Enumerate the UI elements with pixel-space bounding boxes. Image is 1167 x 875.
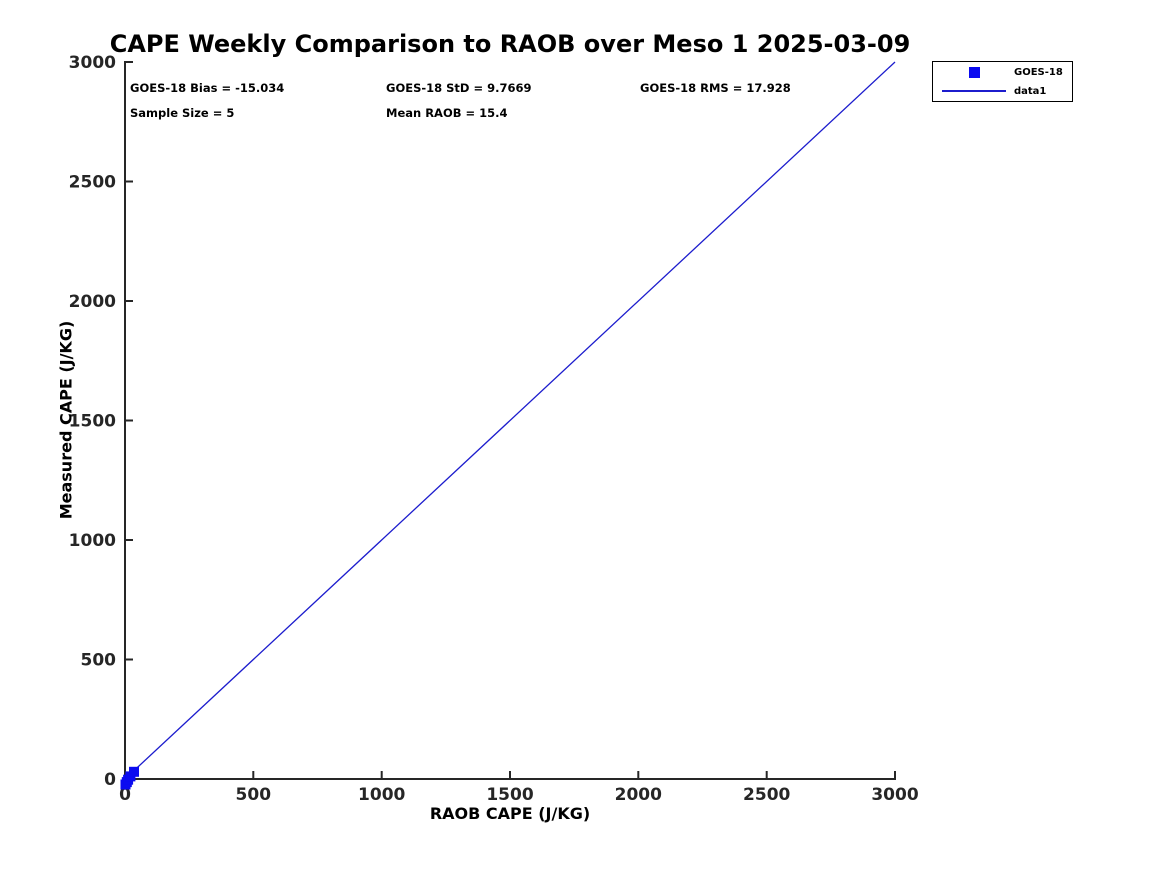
x-tick-label: 2000 — [615, 785, 662, 805]
legend-box: GOES-18 data1 — [932, 61, 1073, 102]
legend-label-goes18: GOES-18 — [1014, 66, 1063, 78]
y-axis: 0 500 1000 1500 2000 2500 3000 — [69, 53, 133, 790]
x-tick-label: 3000 — [871, 785, 918, 805]
y-tick-label: 3000 — [69, 53, 116, 73]
y-tick-label: 1000 — [69, 531, 116, 551]
y-tick-label: 500 — [81, 651, 117, 671]
stat-rms-text: GOES-18 RMS = 17.928 — [640, 81, 791, 95]
stat-sample-size-text: Sample Size = 5 — [130, 106, 235, 120]
y-axis-label: Measured CAPE (J/KG) — [56, 320, 76, 520]
stat-std-text: GOES-18 StD = 9.7669 — [386, 81, 532, 95]
x-tick-label: 500 — [236, 785, 272, 805]
stat-bias-text: GOES-18 Bias = -15.034 — [130, 81, 285, 95]
square-marker-icon — [968, 66, 980, 78]
x-tick-label: 0 — [119, 785, 131, 805]
y-tick-label: 1500 — [69, 412, 116, 432]
y-tick-label: 2500 — [69, 173, 116, 193]
legend-label-data1: data1 — [1014, 85, 1047, 97]
data-point-marker — [129, 766, 139, 777]
x-tick-label: 1500 — [486, 785, 533, 805]
x-axis: 0 500 1000 1500 2000 2500 3000 — [119, 771, 919, 805]
y-tick-label: 2000 — [69, 292, 116, 312]
scatter-points — [120, 766, 139, 790]
identity-line — [124, 61, 896, 780]
line-sample-icon — [942, 90, 1006, 92]
x-axis-label: RAOB CAPE (J/KG) — [429, 804, 591, 823]
y-tick-label: 0 — [104, 770, 116, 790]
x-tick-label: 1000 — [358, 785, 405, 805]
chart-title: CAPE Weekly Comparison to RAOB over Meso… — [109, 30, 911, 58]
x-tick-label: 2500 — [743, 785, 790, 805]
legend-entry-goes18: GOES-18 — [933, 63, 1072, 81]
legend-entry-data1: data1 — [933, 82, 1072, 100]
stat-mean-raob-text: Mean RAOB = 15.4 — [386, 106, 508, 120]
